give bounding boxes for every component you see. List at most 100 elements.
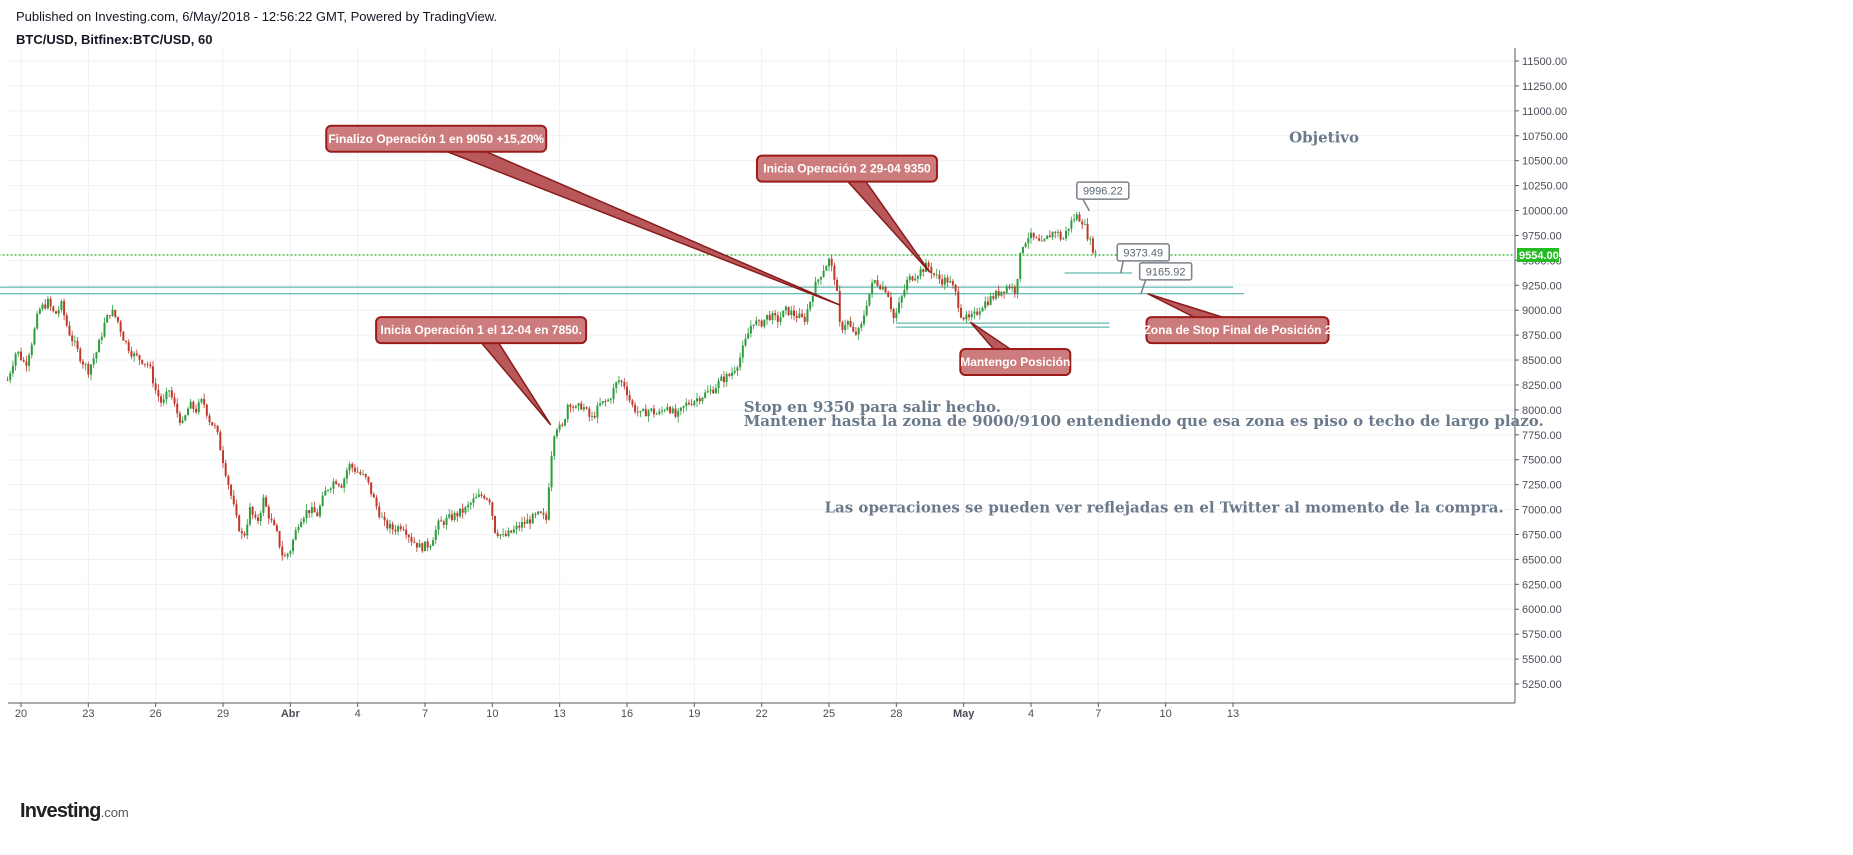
candle-body xyxy=(248,506,251,525)
candle-body xyxy=(424,541,426,552)
candle-body xyxy=(970,313,973,318)
candle-body xyxy=(865,305,868,316)
candle-body xyxy=(440,520,443,522)
candle-body xyxy=(84,363,87,365)
candle-body xyxy=(197,402,200,413)
candle-body xyxy=(992,296,995,299)
candle-body xyxy=(903,289,906,297)
candle-body xyxy=(628,395,631,401)
x-tick-label: 10 xyxy=(486,708,498,720)
candle-body xyxy=(448,514,451,518)
candle-body xyxy=(609,399,612,400)
candle-body xyxy=(623,382,626,387)
x-tick-label: 4 xyxy=(355,708,361,720)
candle-body xyxy=(300,521,303,528)
candle-body xyxy=(1067,228,1070,231)
candle-body xyxy=(935,274,938,276)
candle-body xyxy=(1054,232,1057,233)
candle-body xyxy=(620,380,623,383)
candle-body xyxy=(125,340,128,342)
candle-body xyxy=(825,266,828,271)
candle-body xyxy=(577,403,580,407)
candle-body xyxy=(100,336,103,340)
horizontal-lines xyxy=(0,254,1515,328)
callout-inicia-operacion-2 xyxy=(755,154,938,183)
candle-body xyxy=(782,310,785,318)
candle-body xyxy=(596,405,599,418)
candle-body xyxy=(95,352,98,359)
candle-body xyxy=(852,326,855,332)
candle-body xyxy=(211,422,214,426)
x-tick-label: 7 xyxy=(422,708,428,720)
candle-body xyxy=(526,519,529,524)
candle-body xyxy=(453,512,456,520)
candle-body xyxy=(127,341,130,352)
candle-body xyxy=(1073,219,1076,221)
candle-body xyxy=(854,331,857,335)
candle-body xyxy=(494,515,497,533)
candle-body xyxy=(749,325,752,334)
candle-body xyxy=(553,436,556,457)
candle-body xyxy=(103,322,106,337)
candle-body xyxy=(222,450,224,464)
candle-body xyxy=(294,530,297,540)
candle-body xyxy=(814,281,817,297)
candle-body xyxy=(17,351,20,354)
candle-body xyxy=(774,313,777,316)
candle-body xyxy=(421,543,424,552)
candle-body xyxy=(154,383,157,390)
candle-body xyxy=(954,284,957,292)
candle-body xyxy=(760,320,763,327)
candle-body xyxy=(434,529,437,541)
candle-body xyxy=(243,533,246,536)
callout-inicia-operacion-1-label: Inicia Operación 1 el 12-04 en 7850. xyxy=(380,323,581,337)
candle-body xyxy=(283,555,286,557)
candle-body xyxy=(811,296,814,302)
y-tick-label: 8250.00 xyxy=(1522,380,1562,392)
candle-body xyxy=(286,553,289,557)
candle-body xyxy=(965,314,968,320)
candle-body xyxy=(122,331,125,341)
candle-body xyxy=(168,390,171,392)
grid xyxy=(8,48,1515,703)
candle-body xyxy=(682,405,685,408)
price-label: 9373.49 xyxy=(1123,247,1163,259)
y-tick-label: 8000.00 xyxy=(1522,405,1562,417)
candle-body xyxy=(184,415,187,421)
candle-body xyxy=(671,408,674,414)
candle-body xyxy=(442,521,445,525)
candle-body xyxy=(232,495,235,505)
candle-body xyxy=(192,401,195,409)
x-tick-label: 22 xyxy=(756,708,768,720)
y-tick-label: 6250.00 xyxy=(1522,579,1562,591)
candle-body xyxy=(520,522,523,528)
note-objetivo: Objetivo xyxy=(1289,129,1359,147)
candle-body xyxy=(863,315,866,324)
candle-body xyxy=(957,291,960,308)
candle-body xyxy=(951,281,954,285)
candle-body xyxy=(636,411,639,413)
candle-body xyxy=(92,358,95,365)
candle-body xyxy=(30,344,33,356)
candle-body xyxy=(391,523,394,530)
y-tick-label: 9000.00 xyxy=(1522,305,1562,317)
candle-body xyxy=(580,403,583,410)
candle-body xyxy=(450,514,453,520)
y-tick-label: 10750.00 xyxy=(1522,131,1568,143)
candle-body xyxy=(593,415,596,418)
candle-body xyxy=(722,376,725,383)
candle-body xyxy=(25,361,28,366)
candle-body xyxy=(545,514,548,520)
candle-body xyxy=(717,380,720,389)
candle-body xyxy=(849,320,852,327)
candle-body xyxy=(787,306,790,315)
candle-body xyxy=(709,389,712,392)
candle-body xyxy=(87,363,90,375)
candle-body xyxy=(860,323,863,328)
y-tick-label: 11250.00 xyxy=(1522,81,1567,93)
y-tick-label: 10500.00 xyxy=(1522,156,1568,168)
candle-body xyxy=(81,361,84,365)
candle-body xyxy=(547,487,550,520)
candle-body xyxy=(246,524,249,536)
